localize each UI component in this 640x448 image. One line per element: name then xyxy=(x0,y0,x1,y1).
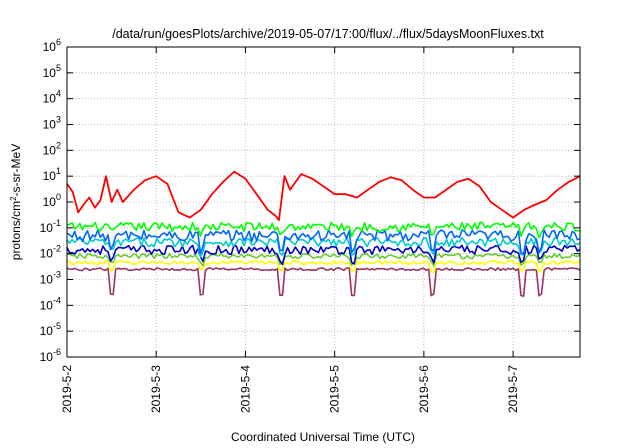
series-group xyxy=(66,170,581,298)
x-axis: 2019-5-2 2019-5-3 2019-5-4 2019-5-5 2019-5-6… xyxy=(60,47,520,413)
y-tick-label: 10-5 xyxy=(40,321,61,338)
y-tick-label: 10-3 xyxy=(40,270,61,287)
series-line-2 xyxy=(66,221,581,239)
x-tick-label: 2019-5-7 xyxy=(506,365,520,413)
y-axis-label: protons/cm2-s-sr-MeV xyxy=(9,144,24,260)
plot-frame xyxy=(66,46,581,358)
x-tick-label: 2019-5-5 xyxy=(328,365,342,413)
series-line-1 xyxy=(66,170,581,222)
series-line-7 xyxy=(66,259,581,274)
series-line-5 xyxy=(66,244,581,266)
y-axis: 10-6 10-5 10-4 10-3 10-2 10-1 100 101 102 103 104 1… xyxy=(40,37,580,364)
x-tick-label: 2019-5-3 xyxy=(149,365,163,413)
y-tick-label: 10-2 xyxy=(40,244,61,261)
y-tick-label: 100 xyxy=(43,192,61,209)
x-tick-label: 2019-5-4 xyxy=(238,365,252,413)
y-tick-label: 102 xyxy=(43,140,61,157)
x-axis-label: Coordinated Universal Time (UTC) xyxy=(231,430,415,444)
x-tick-label: 2019-5-2 xyxy=(60,365,74,413)
y-tick-label: 105 xyxy=(43,63,61,80)
y-tick-label: 10-1 xyxy=(40,218,61,235)
grid xyxy=(66,47,580,357)
y-axis-label-pre: protons/cm xyxy=(9,201,23,260)
y-tick-label: 10-6 xyxy=(40,347,61,364)
series-line-3 xyxy=(66,229,581,255)
y-tick-label: 10-4 xyxy=(40,295,61,312)
series-line-8 xyxy=(66,267,581,298)
y-tick-label: 103 xyxy=(43,115,61,132)
y-tick-label: 101 xyxy=(43,166,61,183)
y-axis-label-sup: 2 xyxy=(9,196,18,201)
y-tick-label: 104 xyxy=(43,89,61,106)
series-line-4 xyxy=(66,236,581,258)
x-tick-label: 2019-5-6 xyxy=(417,365,431,413)
chart-title: /data/run/goesPlots/archive/2019-05-07/1… xyxy=(112,27,544,41)
y-tick-label: 106 xyxy=(43,37,61,54)
series-line-6 xyxy=(66,252,581,267)
y-axis-label-post: -s-sr-MeV xyxy=(9,144,23,197)
